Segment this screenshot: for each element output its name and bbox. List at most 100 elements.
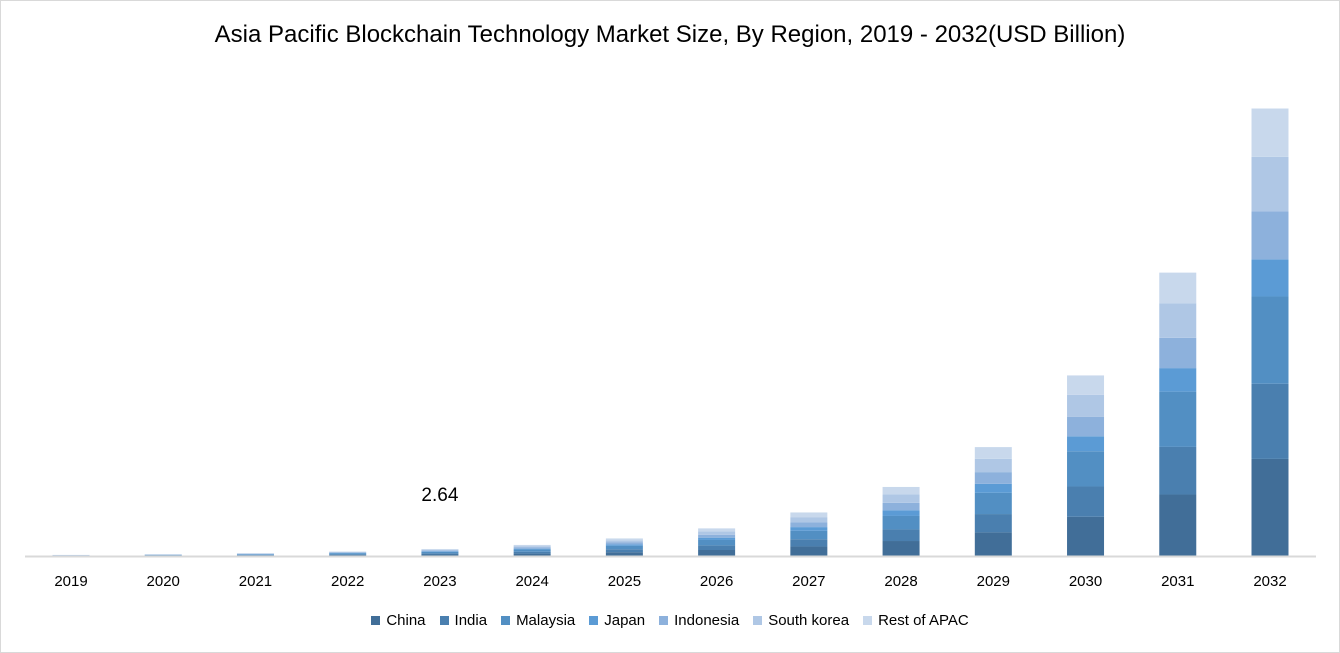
- bar-indonesia-2032: [1251, 211, 1289, 260]
- legend-swatch: [589, 616, 599, 625]
- bar-japan-2032: [1251, 259, 1289, 297]
- bar-indonesia-2023: [421, 550, 459, 552]
- bar-japan-2027: [790, 527, 828, 531]
- bar-rest-of-apac-2026: [698, 528, 736, 532]
- bar-indonesia-2028: [882, 502, 920, 511]
- bar-south-korea-2028: [882, 494, 920, 503]
- bar-south-korea-2030: [1067, 394, 1105, 417]
- bar-china-2028: [882, 541, 920, 556]
- legend-item: Japan: [589, 612, 645, 629]
- bar-malaysia-2023: [421, 551, 459, 554]
- legend-label: China: [386, 612, 426, 629]
- x-tick-label: 2022: [331, 573, 364, 590]
- bar-india-2032: [1251, 383, 1289, 459]
- bar-india-2027: [790, 539, 828, 547]
- bar-malaysia-2027: [790, 530, 828, 540]
- bar-malaysia-2025: [605, 545, 643, 550]
- x-tick-label: 2027: [792, 573, 825, 590]
- bar-india-2025: [605, 549, 643, 553]
- x-tick-label: 2021: [239, 573, 272, 590]
- bar-indonesia-2031: [1159, 337, 1197, 369]
- legend: China India Malaysia Japan Indonesia South ko…: [1, 612, 1339, 629]
- x-tick-label: 2025: [608, 573, 641, 590]
- bar-china-2023: [421, 554, 459, 556]
- bar-rest-of-apac-2024: [513, 544, 551, 547]
- legend-item: South korea: [753, 612, 849, 629]
- bar-malaysia-2026: [698, 539, 736, 546]
- bar-india-2031: [1159, 446, 1197, 495]
- x-tick-label: 2024: [515, 573, 548, 590]
- bar-south-korea-2029: [974, 458, 1012, 473]
- bar-south-korea-2023: [421, 549, 459, 551]
- bar-china-2030: [1067, 516, 1105, 556]
- bar-japan-2026: [698, 537, 736, 540]
- legend-label: India: [454, 612, 488, 629]
- bar-china-2032: [1251, 458, 1289, 556]
- bar-china-2026: [698, 549, 736, 556]
- legend-label: Indonesia: [674, 612, 740, 629]
- bar-india-2026: [698, 545, 736, 550]
- bar-japan-2030: [1067, 436, 1105, 452]
- bar-indonesia-2024: [513, 547, 551, 549]
- x-tick-label: 2029: [977, 573, 1010, 590]
- bar-south-korea-2024: [513, 546, 551, 548]
- bar-rest-of-apac-2030: [1067, 375, 1105, 395]
- bar-malaysia-2032: [1251, 296, 1289, 384]
- legend-swatch: [501, 616, 511, 625]
- chart-title: Asia Pacific Blockchain Technology Marke…: [214, 21, 1126, 48]
- bar-malaysia-2031: [1159, 391, 1197, 447]
- legend-label: Malaysia: [516, 612, 576, 629]
- legend-item: Malaysia: [501, 612, 575, 629]
- legend-swatch: [659, 616, 669, 625]
- bar-malaysia-2029: [974, 492, 1012, 515]
- bar-indonesia-2027: [790, 522, 828, 528]
- bar-india-2029: [974, 514, 1012, 533]
- bar-south-korea-2026: [698, 531, 736, 535]
- legend-label: South korea: [768, 612, 850, 629]
- x-tick-label: 2020: [147, 573, 180, 590]
- legend-label: Japan: [604, 612, 646, 629]
- bar-india-2023: [421, 553, 459, 555]
- x-tick-label: 2023: [423, 573, 456, 590]
- bar-japan-2023: [421, 551, 459, 552]
- bar-india-2030: [1067, 486, 1105, 517]
- legend-label: Rest of APAC: [878, 612, 969, 629]
- bar-japan-2029: [974, 483, 1012, 493]
- legend-item: India: [439, 612, 488, 629]
- bar-malaysia-2030: [1067, 451, 1105, 487]
- legend-swatch: [863, 616, 873, 625]
- bar-indonesia-2026: [698, 534, 736, 538]
- bar-malaysia-2024: [513, 549, 551, 552]
- bar-south-korea-2027: [790, 517, 828, 523]
- data-label: 2.64: [421, 485, 458, 506]
- bar-japan-2025: [605, 544, 643, 546]
- bar-south-korea-2031: [1159, 303, 1197, 338]
- bar-rest-of-apac-2029: [974, 447, 1012, 459]
- bar-china-2025: [605, 552, 643, 556]
- bar-south-korea-2025: [605, 540, 643, 543]
- x-tick-label: 2030: [1069, 573, 1102, 590]
- x-tick-label: 2032: [1253, 573, 1286, 590]
- bar-rest-of-apac-2023: [421, 548, 459, 550]
- bar-south-korea-2022: [329, 552, 367, 553]
- plot-area: 2019 2020 2021 2022 2023 2024 2025 2026 2027 2028…: [25, 108, 1316, 590]
- x-tick-label: 2031: [1161, 573, 1194, 590]
- legend-swatch: [371, 616, 381, 625]
- bar-indonesia-2025: [605, 542, 643, 545]
- bar-rest-of-apac-2025: [605, 538, 643, 541]
- bar-china-2029: [974, 532, 1012, 556]
- legend-swatch: [753, 616, 763, 625]
- bar-rest-of-apac-2028: [882, 486, 920, 495]
- bar-rest-of-apac-2027: [790, 512, 828, 518]
- bar-china-2027: [790, 546, 828, 556]
- bar-india-2022: [329, 554, 367, 556]
- x-tick-label: 2028: [884, 573, 917, 590]
- bar-india-2028: [882, 529, 920, 542]
- x-tick-label: 2019: [54, 573, 87, 590]
- bar-malaysia-2021: [236, 554, 274, 555]
- legend-item: Indonesia: [659, 612, 739, 629]
- bar-japan-2031: [1159, 368, 1197, 392]
- bar-japan-2028: [882, 510, 920, 516]
- bar-rest-of-apac-2032: [1251, 108, 1289, 157]
